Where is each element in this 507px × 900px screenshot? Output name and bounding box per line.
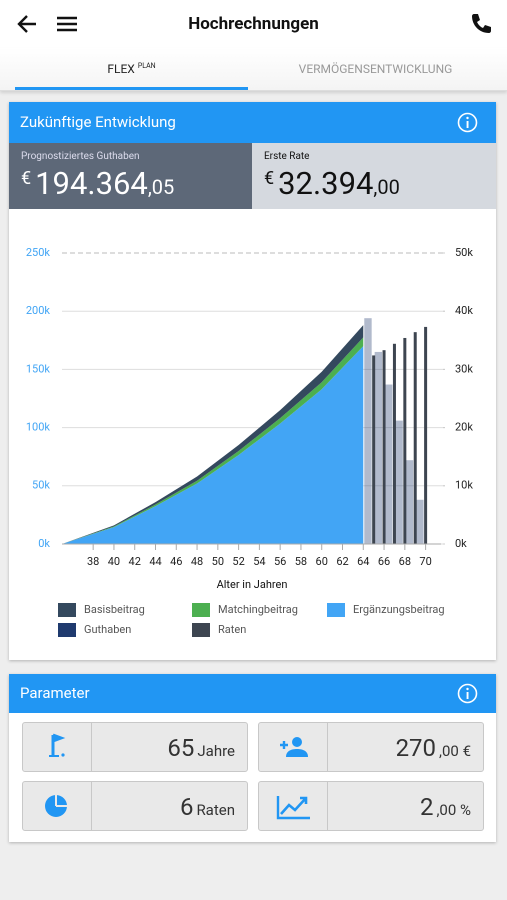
x-tick-label: 48 — [191, 555, 203, 568]
y-tick-label: 200k — [26, 304, 51, 317]
y2-tick-label: 10k — [455, 479, 473, 492]
y2-tick-label: 40k — [455, 304, 473, 317]
legend-label: Guthaben — [84, 623, 131, 636]
legend-swatch — [192, 623, 210, 637]
call-button[interactable] — [470, 13, 492, 35]
amount-fraction: ,05 — [147, 175, 175, 199]
chart: 0k 50k 100k 150k 200k 250k 0k 10k 20k 30k 40k 50k 38… — [26, 246, 473, 637]
retirement-age-field[interactable]: 65 Jahre — [22, 722, 248, 772]
x-tick-label: 42 — [129, 555, 141, 568]
x-tick-label: 50 — [212, 555, 224, 568]
bar — [403, 337, 407, 544]
legend-swatch — [58, 603, 76, 617]
legend-label: Ergänzungsbeitrag — [353, 603, 445, 616]
unit: ,00 € — [439, 742, 471, 760]
x-tick-label: 68 — [399, 555, 411, 568]
y-tick-label: 50k — [32, 479, 50, 492]
y2-tick-label: 0k — [455, 537, 467, 550]
value: 65 — [167, 734, 195, 762]
screen-title: Hochrechnungen — [188, 14, 319, 34]
y2-tick-label: 50k — [455, 246, 473, 259]
bar — [364, 318, 372, 544]
bar — [392, 343, 396, 544]
back-button[interactable] — [16, 14, 38, 34]
amount: 32.394 — [278, 165, 374, 202]
contribution-field[interactable]: 270,00 € — [258, 722, 484, 772]
amount-fraction: ,00 — [373, 175, 400, 199]
bar — [382, 350, 386, 544]
value: 6 — [179, 793, 194, 821]
x-tick-label: 64 — [357, 555, 369, 568]
card-header: Zukünftige Entwicklung — [9, 102, 496, 143]
tab-label: VERMÖGENSENTWICKLUNG — [298, 62, 453, 76]
unit: ,00 % — [436, 801, 471, 819]
info-button[interactable] — [457, 683, 478, 704]
y-tick-label: 250k — [26, 246, 51, 259]
tab-sup: PLAN — [137, 62, 156, 70]
legend-swatch — [58, 623, 76, 637]
bar — [395, 420, 403, 544]
x-tick-label: 54 — [253, 555, 265, 568]
unit: Jahre — [197, 742, 235, 760]
x-tick-label: 56 — [274, 555, 286, 568]
tab[interactable]: VERMÖGENSENTWICKLUNG — [258, 62, 493, 76]
x-tick-label: 58 — [295, 555, 307, 568]
legend-label: Matchingbeitrag — [218, 603, 298, 616]
x-tick-label: 46 — [170, 555, 182, 568]
x-tick-label: 70 — [419, 555, 431, 568]
parameter-card: Parameter 65 Jahre 270,00 € 6 Raten 2,00 % — [9, 674, 496, 842]
bar — [372, 355, 376, 544]
box-label: Prognostiziertes Guthaben — [21, 151, 140, 162]
currency: € — [264, 168, 275, 189]
tab-label: FLEX — [107, 62, 135, 76]
unit: Raten — [196, 801, 235, 819]
balance-box: Prognostiziertes Guthaben €194.364,05 — [9, 143, 252, 209]
x-tick-label: 44 — [149, 555, 161, 568]
bar — [413, 332, 417, 544]
legend-swatch — [192, 603, 210, 617]
area — [62, 346, 364, 544]
currency: € — [21, 168, 32, 189]
y2-tick-label: 20k — [455, 421, 473, 434]
x-tick-label: 60 — [316, 555, 328, 568]
interest-field[interactable]: 2,00 % — [258, 781, 484, 831]
rate-box: Erste Rate €32.394,00 — [252, 143, 496, 209]
bar — [424, 326, 428, 544]
x-tick-label: 52 — [232, 555, 244, 568]
y2-tick-label: 30k — [455, 362, 473, 375]
x-axis-label: Alter in Jahren — [217, 578, 288, 591]
card-title: Zukünftige Entwicklung — [20, 113, 176, 131]
tab[interactable]: FLEX PLAN — [15, 62, 248, 76]
y-tick-label: 150k — [26, 362, 51, 375]
menu-button[interactable] — [56, 15, 78, 33]
value: 270 — [395, 734, 437, 762]
legend-label: Raten — [218, 623, 246, 636]
legend-label: Basisbeitrag — [84, 603, 145, 616]
bar — [374, 351, 383, 544]
info-button[interactable] — [457, 112, 478, 133]
bar — [405, 460, 414, 544]
tab-indicator — [15, 87, 248, 90]
app-bar: Hochrechnungen — [0, 0, 507, 48]
y-tick-label: 0k — [38, 537, 50, 550]
tab-bar: FLEX PLAN VERMÖGENSENTWICKLUNG — [0, 48, 507, 91]
installments-field[interactable]: 6 Raten — [22, 781, 248, 831]
bar — [385, 384, 393, 544]
bar — [416, 499, 424, 544]
y-tick-label: 100k — [26, 421, 51, 434]
x-tick-label: 66 — [378, 555, 390, 568]
x-tick-label: 62 — [336, 555, 348, 568]
value: 2 — [419, 793, 434, 821]
legend-swatch — [327, 603, 345, 617]
box-label: Erste Rate — [264, 151, 310, 162]
x-tick-label: 40 — [108, 555, 120, 568]
card-header: Parameter — [9, 674, 496, 713]
projection-card: Zukünftige Entwicklung Prognostiziertes … — [9, 102, 496, 660]
x-tick-label: 38 — [87, 555, 99, 568]
amount: 194.364 — [35, 165, 148, 202]
card-title: Parameter — [20, 684, 90, 702]
